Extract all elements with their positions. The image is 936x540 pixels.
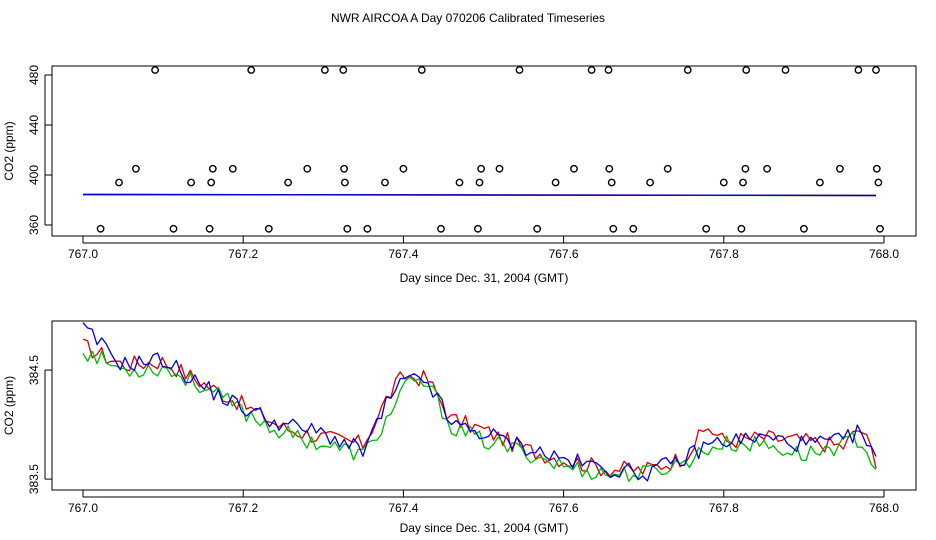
- scatter-point: [800, 224, 808, 233]
- scatter-point: [741, 164, 750, 173]
- y-tick-label: 384.5: [27, 355, 41, 385]
- scatter-point: [683, 66, 692, 74]
- y-tick-label: 480: [27, 65, 41, 85]
- scatter-point: [169, 224, 178, 233]
- scatter-point: [187, 178, 196, 187]
- scatter-point: [872, 164, 881, 173]
- x-tick-label: 767.4: [388, 501, 418, 515]
- scatter-point: [247, 66, 256, 74]
- scatter-point: [629, 224, 638, 233]
- x-tick-label: 767.2: [228, 247, 258, 261]
- scatter-point: [151, 66, 160, 74]
- y-axis-label: CO2 (ppm): [2, 121, 16, 180]
- x-tick-label: 767.0: [68, 247, 98, 261]
- x-tick-label: 767.4: [388, 247, 418, 261]
- scatter-point: [739, 178, 747, 187]
- series-line-red: [82, 338, 877, 477]
- series-line-blue: [82, 193, 877, 197]
- scatter-point: [207, 178, 216, 187]
- scatter-point: [228, 164, 237, 173]
- scatter-point: [646, 178, 654, 187]
- scatter-point: [208, 164, 217, 173]
- scatter-point: [340, 164, 348, 173]
- scatter-point: [284, 178, 292, 187]
- y-tick-label: 360: [27, 215, 41, 235]
- scatter-point: [339, 66, 348, 74]
- scatter-point: [264, 224, 273, 233]
- scatter-point: [607, 178, 616, 187]
- scatter-point: [437, 224, 445, 233]
- y-tick-label: 383.5: [27, 464, 41, 494]
- series-line-blue: [82, 322, 877, 482]
- plot-frame: [51, 65, 917, 237]
- scatter-point: [343, 224, 352, 233]
- scatter-point: [737, 224, 746, 233]
- scatter-point: [115, 178, 123, 187]
- scatter-point: [742, 66, 751, 74]
- scatter-point: [551, 178, 560, 187]
- scatter-point: [609, 224, 618, 233]
- scatter-panel: 767.0 767.2 767.4 767.6 767.8 768.0 360 400 440 4…: [2, 65, 917, 285]
- x-tick-label: 767.6: [549, 247, 579, 261]
- scatter-point: [495, 164, 504, 173]
- scatter-point: [455, 178, 464, 187]
- scatter-point: [477, 164, 485, 173]
- scatter-point: [874, 178, 883, 187]
- scatter-point: [719, 178, 728, 187]
- scatter-point: [320, 66, 329, 74]
- y-tick-label: 440: [27, 115, 41, 135]
- scatter-point: [587, 66, 596, 74]
- x-tick-label: 768.0: [869, 501, 899, 515]
- x-tick-label: 767.8: [709, 501, 739, 515]
- series-line-green: [82, 350, 877, 483]
- scatter-point: [381, 178, 389, 187]
- scatter-point: [473, 224, 482, 233]
- scatter-point: [303, 164, 312, 173]
- scatter-point: [515, 66, 524, 74]
- y-tick-label: 400: [27, 165, 41, 185]
- scatter-point: [872, 66, 880, 74]
- timeseries-panel: 767.0 767.2 767.4 767.6 767.8 768.0 383.5 384.5…: [2, 320, 917, 535]
- x-tick-label: 767.8: [709, 247, 739, 261]
- x-tick-label: 767.0: [68, 501, 98, 515]
- scatter-point: [533, 224, 542, 233]
- scatter-point: [475, 178, 484, 187]
- scatter-point: [131, 164, 140, 173]
- scatter-point: [836, 164, 844, 173]
- x-axis-label: Day since Dec. 31, 2004 (GMT): [400, 271, 569, 285]
- scatter-point: [876, 224, 884, 233]
- scatter-point: [854, 66, 863, 74]
- scatter-point: [605, 164, 614, 173]
- scatter-point: [417, 66, 426, 74]
- y-axis-label: CO2 (ppm): [2, 376, 16, 435]
- scatter-point: [205, 224, 214, 233]
- scatter-point: [604, 66, 613, 74]
- scatter-point: [96, 224, 105, 233]
- scatter-point: [702, 224, 711, 233]
- scatter-point: [763, 164, 771, 173]
- scatter-point: [399, 164, 408, 173]
- plot-frame: [51, 320, 917, 491]
- x-axis-label: Day since Dec. 31, 2004 (GMT): [400, 521, 569, 535]
- chart-title: NWR AIRCOA A Day 070206 Calibrated Times…: [331, 11, 605, 25]
- scatter-point: [781, 66, 790, 74]
- x-tick-label: 768.0: [869, 247, 899, 261]
- scatter-point: [363, 224, 372, 233]
- x-tick-label: 767.2: [228, 501, 258, 515]
- scatter-point: [663, 164, 672, 173]
- scatter-point: [340, 178, 349, 187]
- scatter-point: [816, 178, 824, 187]
- scatter-point: [570, 164, 578, 173]
- x-tick-label: 767.6: [549, 501, 579, 515]
